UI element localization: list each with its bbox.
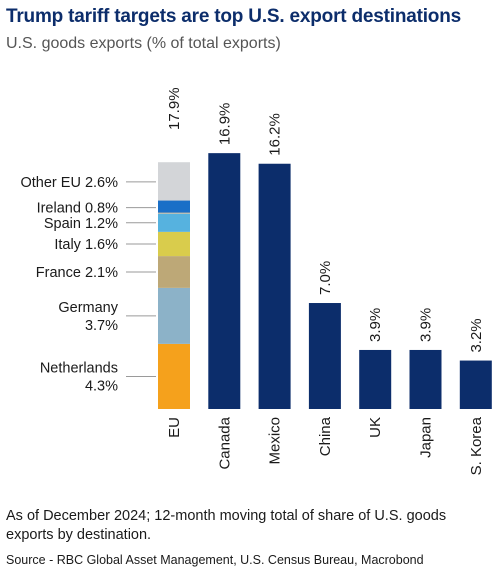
eu-segment-ireland-accent bbox=[158, 200, 190, 213]
eu-segment-italy bbox=[158, 231, 190, 257]
eu-callout-label-netherlands: Netherlands bbox=[40, 360, 118, 376]
eu-segment-netherlands bbox=[158, 343, 190, 409]
eu-callout-label-ireland: Ireland 0.8% bbox=[37, 201, 119, 217]
bar-japan bbox=[409, 349, 442, 409]
value-label-s-korea: 3.2% bbox=[468, 318, 485, 352]
value-label-mexico: 16.2% bbox=[267, 113, 284, 156]
eu-segment-spain bbox=[158, 213, 190, 232]
chart-footnote: As of December 2024; 12-month moving tot… bbox=[6, 508, 447, 543]
bar-canada bbox=[208, 153, 241, 409]
category-label-eu: EU bbox=[166, 417, 183, 438]
bar-chart: Netherlands 4.3% Germany 3.7% France 2.1% Ita… bbox=[20, 87, 492, 475]
bar-china bbox=[308, 303, 341, 409]
value-label-japan: 3.9% bbox=[418, 308, 435, 342]
eu-callout-label-netherlands: 4.3% bbox=[85, 378, 118, 394]
eu-callout-label-france: France 2.1% bbox=[36, 265, 118, 281]
chart-title: Trump tariff targets are top U.S. export… bbox=[6, 6, 461, 27]
eu-segment-france bbox=[158, 256, 190, 288]
value-label-canada: 16.9% bbox=[216, 103, 233, 146]
chart-subtitle: U.S. goods exports (% of total exports) bbox=[6, 35, 281, 52]
eu-callout-label-germany: Germany bbox=[58, 300, 118, 316]
value-label-china: 7.0% bbox=[317, 261, 334, 295]
eu-callout-label-other-eu: Other EU 2.6% bbox=[20, 175, 118, 191]
category-label-china: China bbox=[317, 416, 334, 456]
value-label-eu: 17.9% bbox=[166, 87, 183, 130]
chart-source: Source - RBC Global Asset Management, U.… bbox=[6, 553, 424, 567]
bar-mexico bbox=[258, 163, 291, 409]
category-label-mexico: Mexico bbox=[267, 417, 284, 465]
eu-callout-label-spain: Spain 1.2% bbox=[44, 216, 118, 232]
eu-segment-germany bbox=[158, 287, 190, 344]
category-label-canada: Canada bbox=[216, 416, 233, 469]
bar-uk bbox=[359, 349, 392, 409]
value-label-uk: 3.9% bbox=[367, 308, 384, 342]
eu-segment-other-eu bbox=[158, 162, 190, 202]
eu-callout-label-germany: 3.7% bbox=[85, 318, 118, 334]
eu-callout-label-italy: Italy 1.6% bbox=[54, 237, 118, 253]
bar-s-korea bbox=[459, 360, 492, 409]
category-label-uk: UK bbox=[367, 417, 384, 438]
category-label-japan: Japan bbox=[418, 417, 435, 458]
category-label-s-korea: S. Korea bbox=[468, 416, 485, 475]
